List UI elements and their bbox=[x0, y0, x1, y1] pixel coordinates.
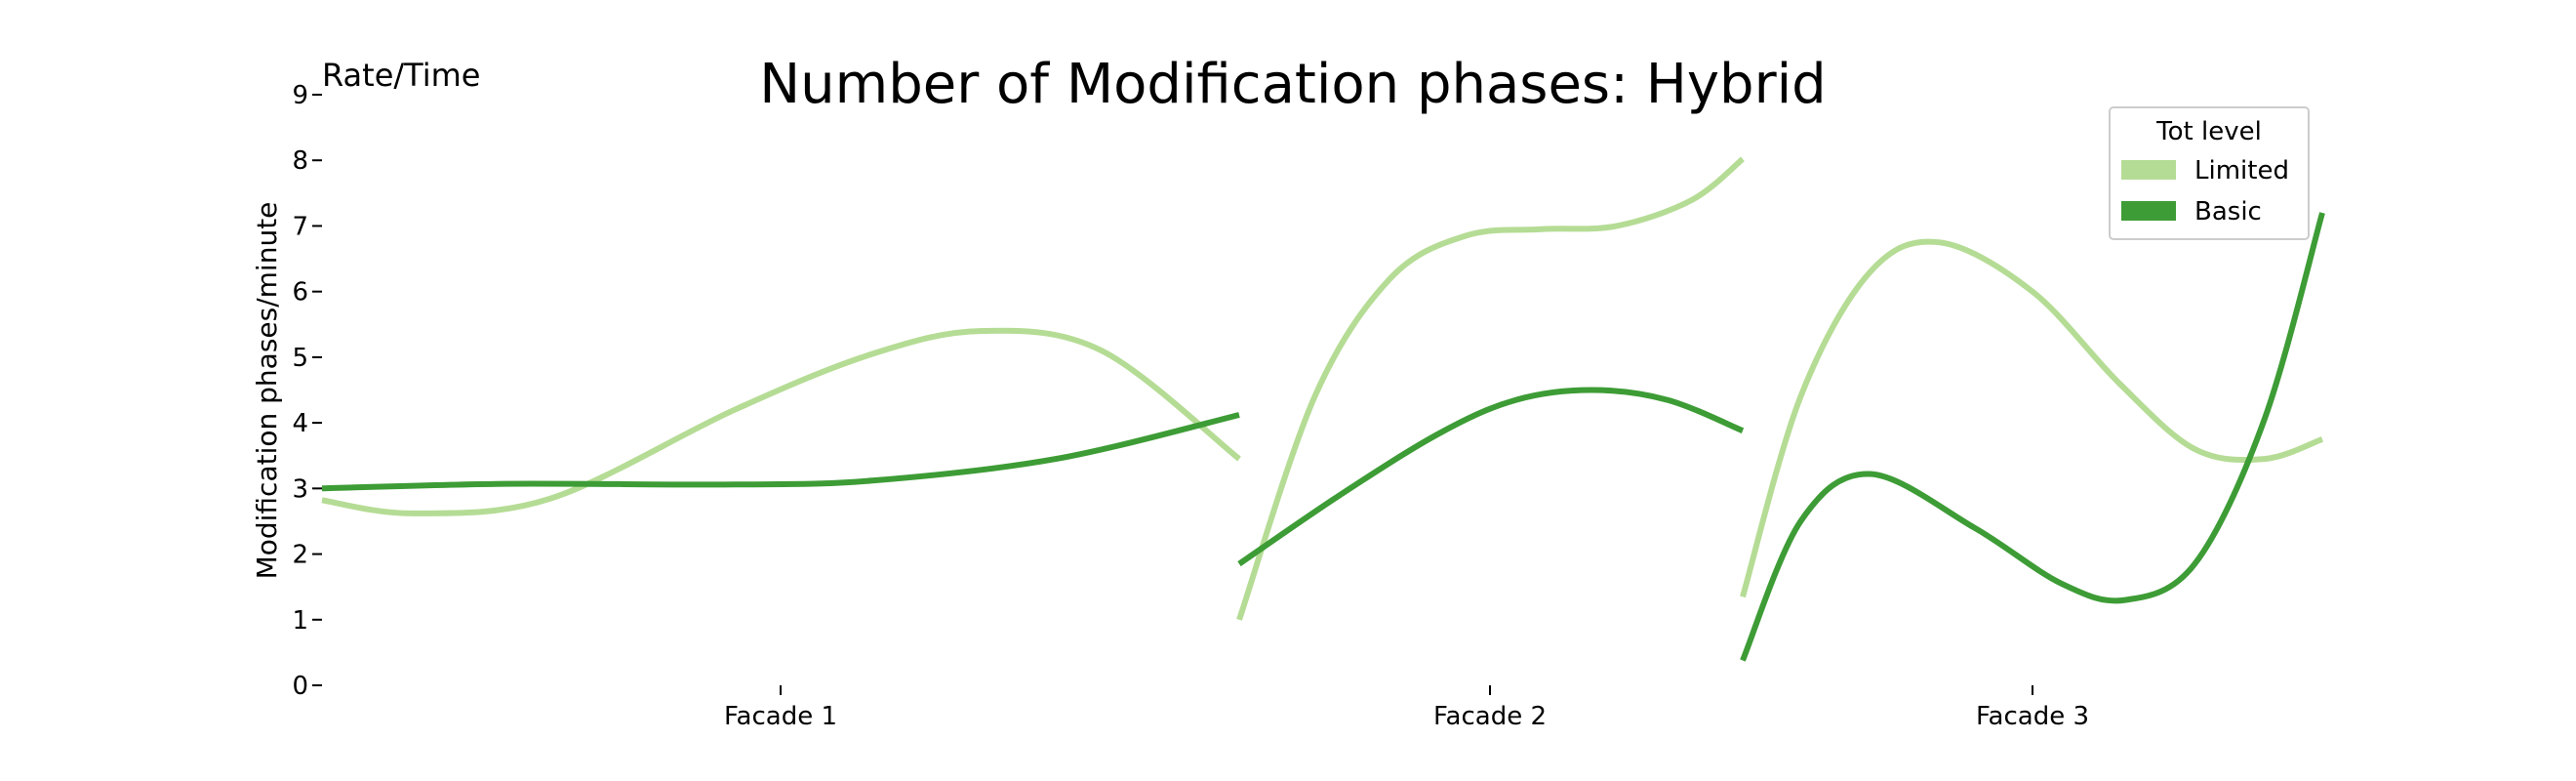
series-line-limited bbox=[321, 327, 1241, 516]
series-line-limited bbox=[1236, 156, 1745, 621]
x-tick-label: Facade 2 bbox=[1433, 702, 1547, 731]
chart-title: Number of Modification phases: Hybrid bbox=[759, 53, 1826, 116]
y-tick-label: 3 bbox=[292, 474, 308, 504]
y-tick-label: 4 bbox=[292, 409, 308, 438]
y-tick-label: 2 bbox=[292, 541, 308, 570]
y-tick-label: 1 bbox=[292, 606, 308, 636]
legend-label-basic: Basic bbox=[2194, 197, 2262, 226]
series-line-basic bbox=[1740, 212, 2325, 662]
series-line-limited bbox=[1740, 238, 2324, 598]
series-line-basic bbox=[321, 412, 1240, 492]
corner-label: Rate/Time bbox=[322, 57, 480, 94]
y-tick-label: 5 bbox=[292, 344, 308, 373]
x-tick-label: Facade 3 bbox=[1976, 702, 2089, 731]
x-tick-label: Facade 1 bbox=[724, 702, 837, 731]
legend-label-limited: Limited bbox=[2194, 156, 2289, 185]
y-tick-label: 6 bbox=[292, 278, 308, 308]
legend-items: Limited Basic bbox=[2121, 156, 2289, 226]
series-layer bbox=[321, 156, 2325, 662]
legend: Tot level Limited Basic bbox=[2109, 106, 2310, 240]
y-axis-label: Modification phases/minute bbox=[251, 202, 283, 580]
legend-title: Tot level bbox=[2155, 117, 2262, 146]
legend-swatch-basic bbox=[2121, 201, 2176, 221]
y-tick-label: 7 bbox=[292, 212, 308, 241]
legend-swatch-limited bbox=[2121, 160, 2176, 180]
y-tick-label: 0 bbox=[292, 672, 308, 701]
y-axis: 0 1 2 3 4 5 6 7 8 9 bbox=[292, 81, 322, 701]
y-tick-label: 9 bbox=[292, 81, 308, 110]
y-tick-label: 8 bbox=[292, 146, 308, 176]
x-axis: Facade 1 Facade 2 Facade 3 bbox=[724, 685, 2089, 731]
series-line-basic bbox=[1237, 387, 1745, 567]
